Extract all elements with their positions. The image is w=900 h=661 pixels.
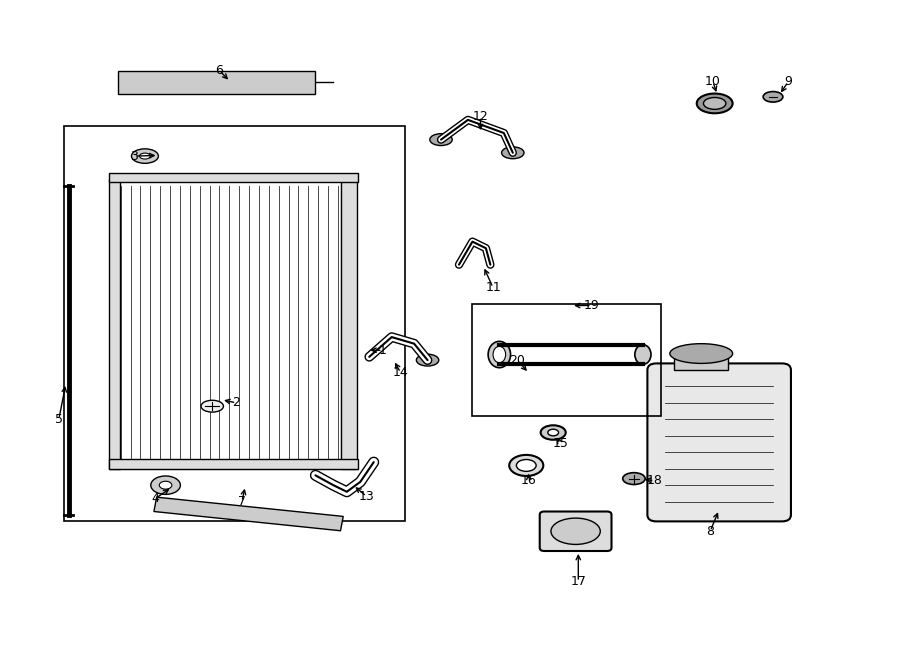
Ellipse shape	[623, 473, 645, 485]
Ellipse shape	[131, 149, 158, 163]
Ellipse shape	[548, 429, 559, 436]
Ellipse shape	[541, 425, 566, 440]
Bar	[109, 459, 358, 469]
Bar	[674, 350, 728, 370]
Text: 4: 4	[152, 492, 159, 505]
Text: 11: 11	[485, 281, 501, 294]
FancyBboxPatch shape	[540, 512, 611, 551]
Ellipse shape	[140, 153, 150, 159]
Text: 10: 10	[705, 75, 721, 88]
Text: 3: 3	[130, 149, 138, 163]
Text: 13: 13	[359, 490, 374, 503]
Bar	[340, 179, 356, 469]
Ellipse shape	[517, 459, 536, 471]
Ellipse shape	[634, 344, 651, 364]
Ellipse shape	[159, 481, 172, 489]
Ellipse shape	[763, 92, 783, 102]
Ellipse shape	[488, 341, 510, 368]
Ellipse shape	[509, 455, 544, 476]
Text: 14: 14	[392, 366, 409, 379]
Text: 20: 20	[509, 354, 526, 367]
Text: 8: 8	[706, 525, 715, 538]
FancyBboxPatch shape	[647, 364, 791, 522]
Text: 5: 5	[55, 413, 63, 426]
Bar	[109, 173, 358, 182]
Text: 19: 19	[584, 299, 599, 312]
Ellipse shape	[430, 134, 452, 145]
Text: 17: 17	[571, 576, 586, 588]
Ellipse shape	[151, 476, 180, 494]
Text: 15: 15	[553, 437, 568, 450]
Text: 2: 2	[232, 397, 240, 409]
Ellipse shape	[417, 354, 439, 366]
Text: 6: 6	[215, 64, 223, 77]
Bar	[109, 179, 120, 469]
Ellipse shape	[704, 97, 726, 109]
Bar	[154, 497, 343, 531]
Bar	[472, 304, 661, 416]
Ellipse shape	[493, 346, 506, 363]
Text: 16: 16	[521, 474, 536, 487]
Text: 9: 9	[784, 75, 792, 88]
Text: 18: 18	[646, 474, 662, 487]
Bar	[118, 71, 315, 94]
Text: 1: 1	[379, 344, 387, 357]
Ellipse shape	[501, 147, 524, 159]
Ellipse shape	[670, 344, 733, 364]
Text: 12: 12	[472, 110, 489, 123]
Ellipse shape	[201, 401, 223, 412]
Text: 7: 7	[238, 495, 246, 508]
Ellipse shape	[697, 94, 733, 113]
Ellipse shape	[551, 518, 600, 545]
Bar	[118, 179, 342, 469]
